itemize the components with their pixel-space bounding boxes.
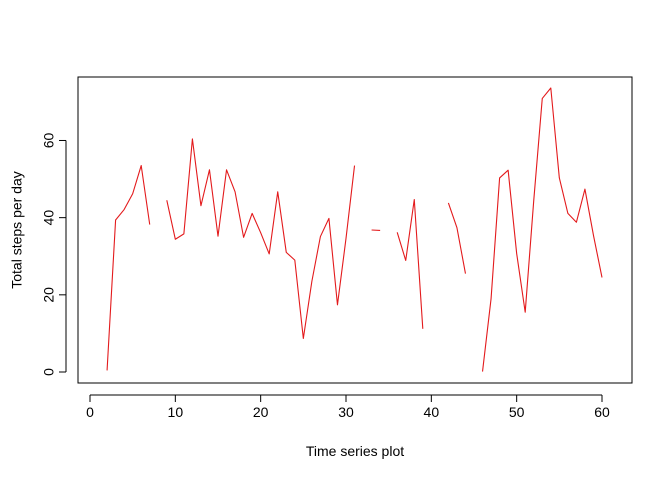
x-tick-label: 40 <box>424 404 440 420</box>
x-tick-label: 10 <box>168 404 184 420</box>
plot-frame <box>77 76 633 384</box>
y-tick-label: 0 <box>41 368 57 376</box>
series-line-segment <box>166 138 356 339</box>
y-axis-title: Total steps per day <box>9 171 25 289</box>
series-line-segment <box>481 87 603 372</box>
series-line-segment <box>447 202 467 274</box>
y-tick-label: 60 <box>41 132 57 148</box>
x-tick-label: 60 <box>594 404 610 420</box>
y-tick-label: 40 <box>41 210 57 226</box>
y-axis: 0 20 40 60 <box>41 132 67 376</box>
series-line-segment <box>396 198 424 329</box>
x-tick-label: 20 <box>253 404 269 420</box>
series-layer <box>106 87 603 372</box>
x-tick-label: 30 <box>338 404 354 420</box>
x-axis-title: Time series plot <box>306 443 404 459</box>
x-tick-label: 0 <box>86 404 94 420</box>
x-tick-label: 50 <box>509 404 525 420</box>
x-axis: 0 10 20 30 40 50 60 <box>86 394 610 420</box>
y-tick-label: 20 <box>41 287 57 303</box>
series-line-segment <box>106 165 151 371</box>
